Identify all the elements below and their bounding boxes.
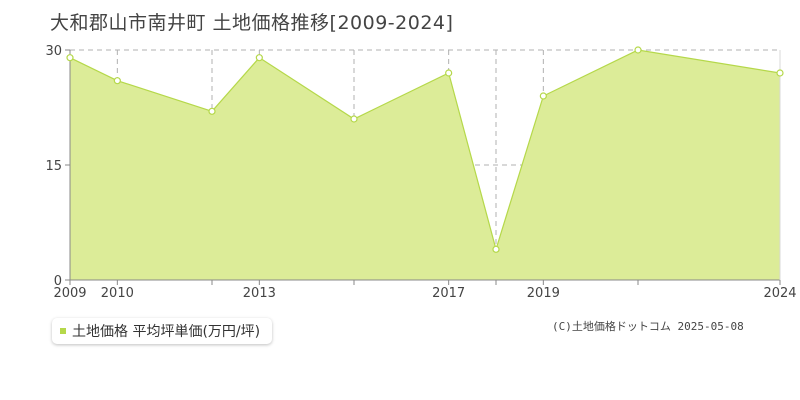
data-point <box>492 245 500 253</box>
series-line <box>69 49 781 252</box>
x-tick-label: 2009 <box>53 286 86 301</box>
y-tick-label: 15 <box>45 159 62 174</box>
x-tick-label: 2019 <box>527 286 560 301</box>
x-tick-label: 2010 <box>101 286 134 301</box>
data-point <box>776 69 784 77</box>
axes <box>65 49 781 285</box>
data-point <box>634 46 642 54</box>
data-point <box>66 54 74 62</box>
x-tick-label: 2013 <box>243 286 276 301</box>
data-point <box>255 54 263 62</box>
series-area <box>70 50 780 280</box>
y-tick-label: 30 <box>45 44 62 59</box>
data-points <box>66 46 784 253</box>
legend: 土地価格 平均坪単価(万円/坪) <box>52 318 273 344</box>
legend-swatch <box>60 328 66 334</box>
area-chart: 0 15 30 2009 2010 2013 2017 2019 2024 <box>45 44 796 301</box>
x-tick-label: 2024 <box>763 286 796 301</box>
legend-label: 土地価格 平均坪単価(万円/坪) <box>72 324 261 340</box>
chart-title: 大和郡山市南井町 土地価格推移[2009-2024] <box>50 12 454 34</box>
data-point <box>350 115 358 123</box>
x-tick-label: 2017 <box>432 286 465 301</box>
data-point <box>113 77 121 85</box>
data-point <box>208 107 216 115</box>
data-point <box>539 92 547 100</box>
y-tick-label: 0 <box>54 274 62 289</box>
tick-labels: 0 15 30 2009 2010 2013 2017 2019 2024 <box>45 44 796 301</box>
data-point <box>445 69 453 77</box>
copyright: (C)土地価格ドットコム 2025-05-08 <box>552 320 744 333</box>
area-layer <box>69 49 781 280</box>
